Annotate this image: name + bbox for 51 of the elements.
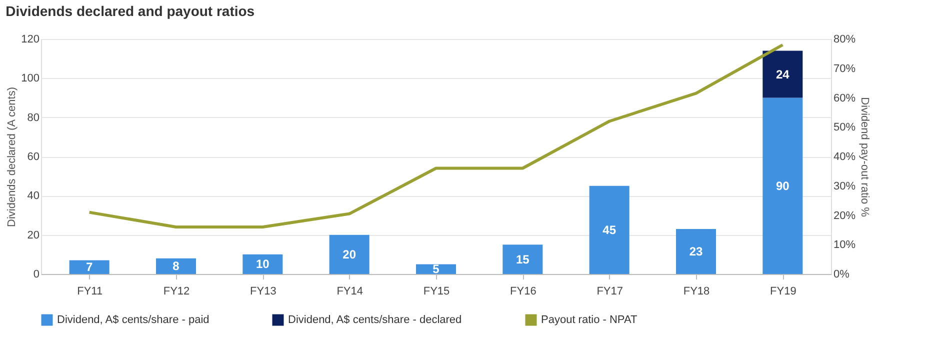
bar xyxy=(416,264,456,274)
bar xyxy=(502,244,543,274)
y2-tick-label: 10% xyxy=(834,239,856,252)
y2-tick-label: 30% xyxy=(834,180,856,192)
y2-tick-label: 80% xyxy=(834,34,856,46)
y2-tick-label: 0% xyxy=(834,268,850,280)
x-tick-label: FY12 xyxy=(163,286,190,298)
legend-label: Dividend, A$ cents/share - declared xyxy=(288,314,462,326)
data-label: 90 xyxy=(776,178,790,193)
data-label: 10 xyxy=(256,257,270,272)
y-tick-label: 80 xyxy=(27,112,40,124)
bar xyxy=(762,98,803,274)
x-tick-label: FY16 xyxy=(510,286,536,298)
data-label: 15 xyxy=(516,252,530,266)
y-axis-title: Dividends declared (A cents) xyxy=(6,86,18,228)
data-label: 45 xyxy=(602,222,616,237)
legend-label: Payout ratio - NPAT xyxy=(541,314,638,326)
y-tick-label: 120 xyxy=(21,34,40,46)
data-label: 20 xyxy=(342,247,356,262)
chart-title: Dividends declared and payout ratios xyxy=(6,3,255,19)
bar xyxy=(676,228,716,274)
x-tick-label: FY17 xyxy=(596,286,623,298)
y2-tick-label: 20% xyxy=(834,210,856,222)
data-label: 8 xyxy=(172,259,180,274)
y-tick-label: 0 xyxy=(33,268,40,280)
y-tick-label: 100 xyxy=(21,72,40,85)
data-label: 24 xyxy=(776,67,790,82)
data-label: 23 xyxy=(689,244,703,258)
y2-tick-label: 60% xyxy=(834,92,856,104)
data-label: 7 xyxy=(86,260,93,274)
bar xyxy=(242,254,283,274)
y-tick-label: 20 xyxy=(27,229,40,242)
bar xyxy=(762,50,803,98)
x-tick-label: FY14 xyxy=(336,286,363,298)
y2-tick-label: 70% xyxy=(834,62,856,75)
y2-tick-label: 40% xyxy=(834,151,856,163)
x-tick-label: FY11 xyxy=(77,286,103,298)
x-tick-label: FY15 xyxy=(423,286,450,298)
x-tick-label: FY19 xyxy=(770,286,796,298)
x-tick-label: FY18 xyxy=(683,286,710,298)
bar xyxy=(156,258,196,274)
x-tick-label: FY13 xyxy=(250,286,276,298)
y2-axis-title: Dividend pay-out ratio % xyxy=(858,97,871,218)
bar xyxy=(329,234,370,274)
legend-label: Dividend, A$ cents/share - paid xyxy=(57,314,210,326)
y2-tick-label: 50% xyxy=(834,122,856,134)
data-label: 5 xyxy=(432,262,440,276)
bar xyxy=(69,260,110,274)
y-tick-label: 40 xyxy=(27,190,40,202)
y-tick-label: 60 xyxy=(27,151,40,163)
bar xyxy=(589,186,630,274)
